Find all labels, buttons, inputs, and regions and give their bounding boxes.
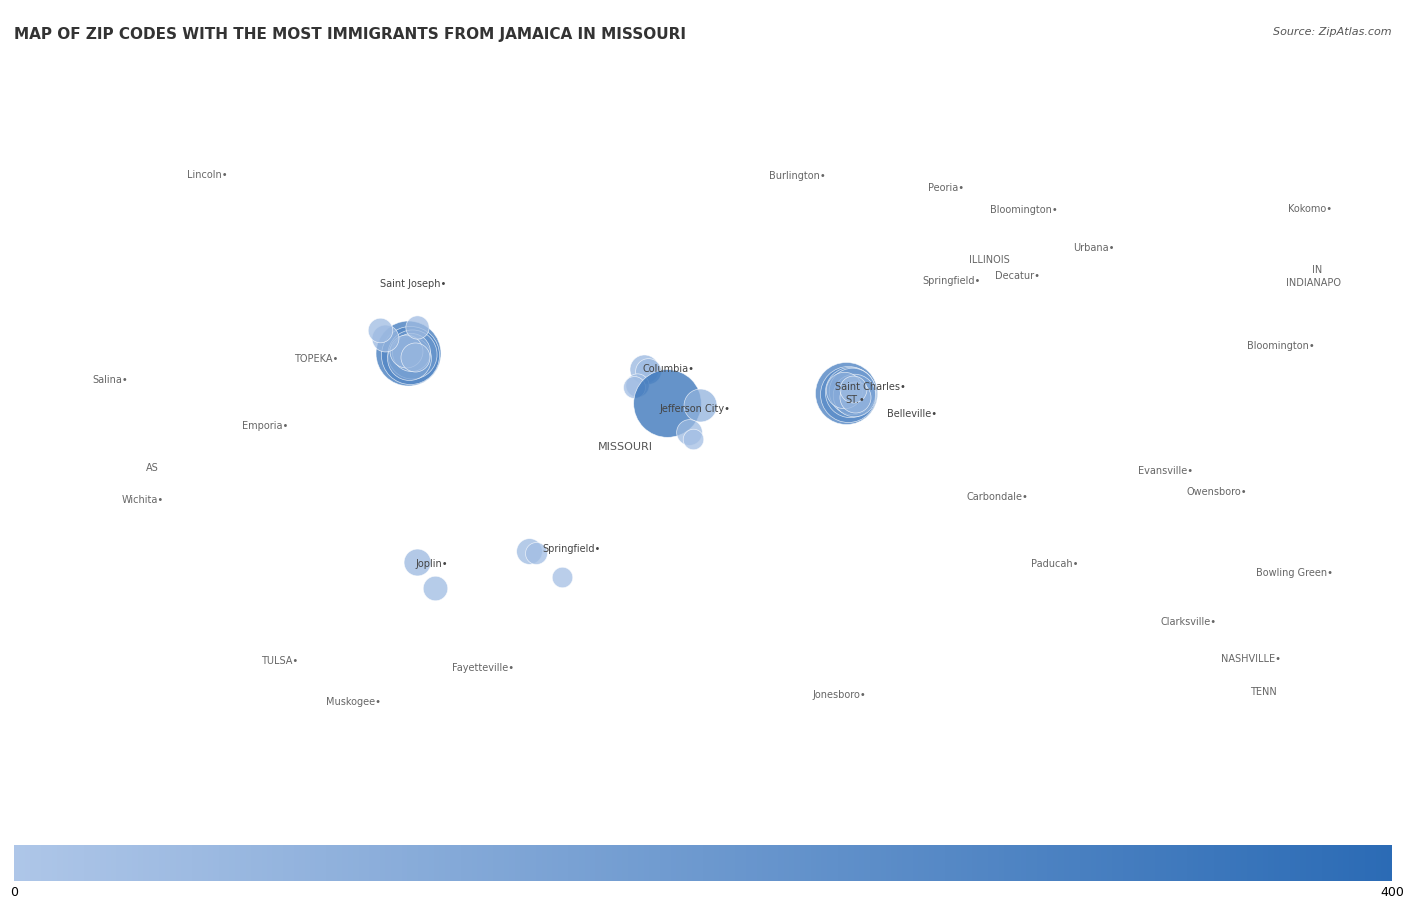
Point: [401, 345, 423, 360]
Point: [405, 555, 427, 569]
Point: [678, 424, 700, 439]
Point: [842, 382, 865, 396]
Text: Kokomo•: Kokomo•: [1288, 204, 1333, 214]
Text: INDIANAPO: INDIANAPO: [1286, 278, 1341, 288]
Text: Decatur•: Decatur•: [994, 271, 1039, 281]
Text: Peoria•: Peoria•: [928, 182, 965, 192]
Text: Jefferson City•: Jefferson City•: [659, 404, 730, 414]
Text: ILLINOIS: ILLINOIS: [969, 254, 1010, 264]
Point: [623, 379, 645, 394]
Text: Emporia•: Emporia•: [242, 422, 288, 432]
Point: [832, 383, 855, 397]
Point: [689, 398, 711, 413]
Point: [524, 547, 547, 561]
Text: Lincoln•: Lincoln•: [187, 170, 228, 181]
Point: [655, 396, 678, 411]
Text: Source: ZipAtlas.com: Source: ZipAtlas.com: [1274, 27, 1392, 37]
Point: [682, 432, 704, 446]
Text: ST.•: ST.•: [845, 396, 866, 405]
Text: MISSOURI: MISSOURI: [598, 442, 652, 452]
Text: Springfield•: Springfield•: [543, 544, 600, 554]
Point: [404, 350, 426, 364]
Point: [637, 364, 659, 378]
Text: NASHVILLE•: NASHVILLE•: [1220, 654, 1281, 663]
Text: Columbia•: Columbia•: [643, 364, 695, 374]
Text: Saint Joseph•: Saint Joseph•: [380, 279, 447, 289]
Point: [374, 331, 396, 345]
Text: Urbana•: Urbana•: [1073, 244, 1114, 254]
Point: [368, 324, 391, 338]
Point: [425, 581, 447, 595]
Point: [405, 320, 427, 334]
Point: [401, 347, 423, 361]
Text: TULSA•: TULSA•: [262, 655, 298, 665]
Text: Belleville•: Belleville•: [887, 409, 938, 419]
Text: Bloomington•: Bloomington•: [1247, 341, 1315, 352]
Point: [841, 384, 863, 398]
Text: Wichita•: Wichita•: [122, 495, 165, 505]
Point: [633, 361, 655, 376]
Text: Salina•: Salina•: [93, 376, 128, 386]
Point: [398, 351, 420, 365]
Point: [834, 386, 856, 400]
Text: Fayetteville•: Fayetteville•: [451, 663, 515, 673]
Point: [626, 378, 648, 392]
Point: [517, 544, 540, 558]
Point: [551, 570, 574, 584]
Point: [842, 387, 865, 402]
Text: Owensboro•: Owensboro•: [1187, 487, 1247, 497]
Text: Saint Charles•: Saint Charles•: [835, 382, 905, 392]
Point: [395, 344, 418, 359]
Point: [837, 387, 859, 401]
Text: TOPEKA•: TOPEKA•: [294, 353, 337, 363]
Text: Bowling Green•: Bowling Green•: [1256, 568, 1333, 578]
Text: Carbondale•: Carbondale•: [966, 492, 1028, 503]
Text: MAP OF ZIP CODES WITH THE MOST IMMIGRANTS FROM JAMAICA IN MISSOURI: MAP OF ZIP CODES WITH THE MOST IMMIGRANT…: [14, 27, 686, 42]
Point: [399, 348, 422, 362]
Point: [396, 346, 419, 360]
Text: AS: AS: [146, 463, 159, 473]
Text: Bloomington•: Bloomington•: [990, 205, 1059, 215]
Text: Springfield•: Springfield•: [922, 275, 981, 286]
Text: Clarksville•: Clarksville•: [1160, 617, 1216, 628]
Text: IN: IN: [1312, 265, 1323, 275]
Text: Evansville•: Evansville•: [1139, 466, 1194, 476]
Text: Paducah•: Paducah•: [1031, 559, 1078, 569]
Text: Muskogee•: Muskogee•: [326, 698, 381, 708]
Text: Burlington•: Burlington•: [769, 172, 825, 182]
Text: Joplin•: Joplin•: [416, 559, 449, 569]
Point: [844, 390, 866, 405]
Point: [838, 385, 860, 399]
Text: TENN: TENN: [1250, 687, 1277, 697]
Text: Jonesboro•: Jonesboro•: [813, 690, 866, 700]
